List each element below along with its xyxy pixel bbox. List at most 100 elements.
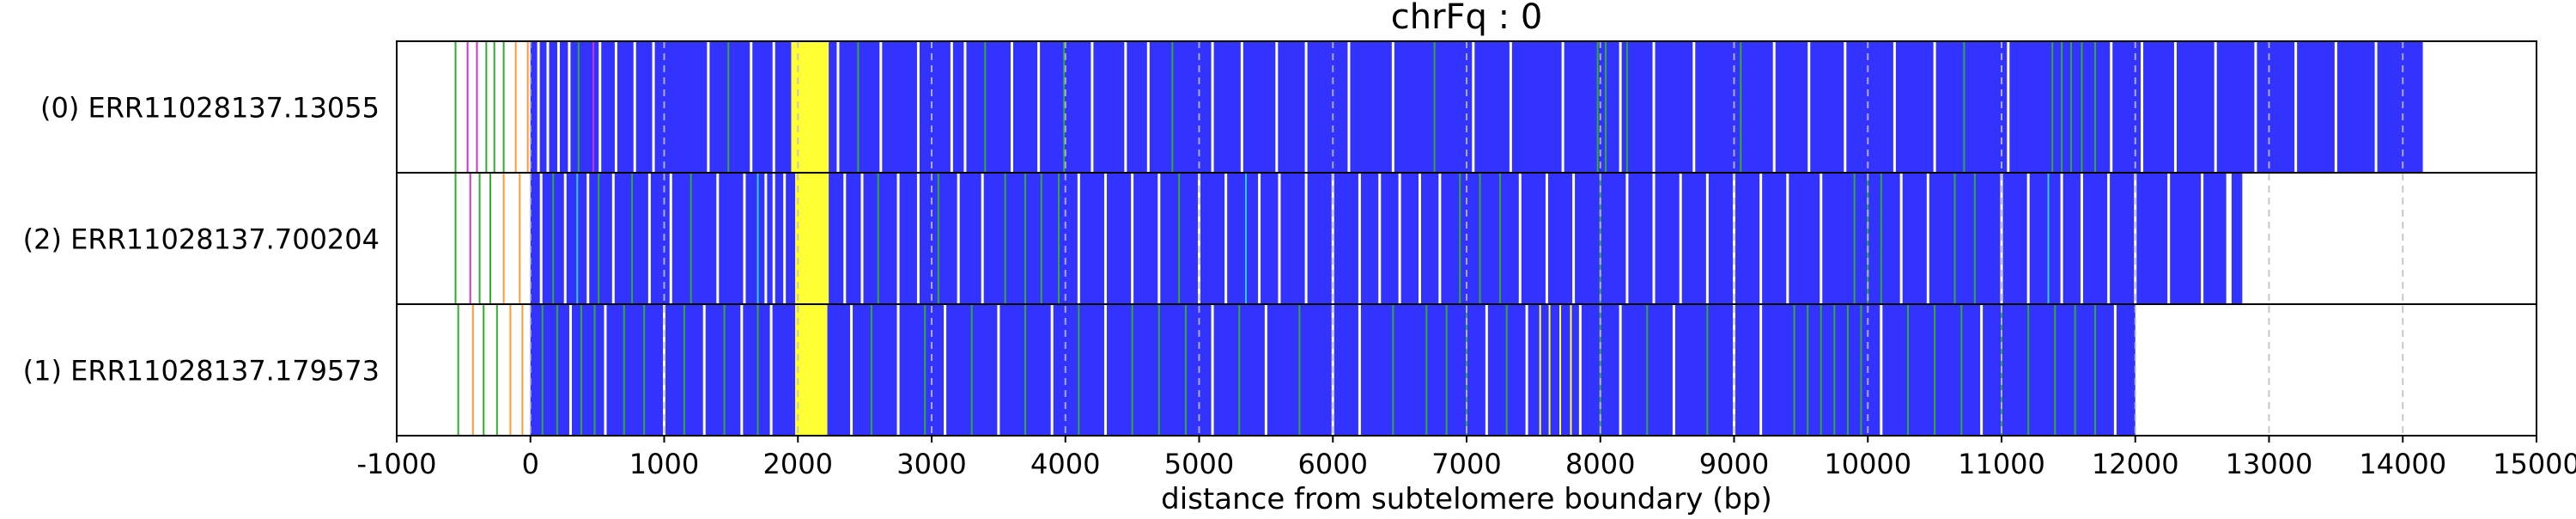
track-2-mark-18 bbox=[740, 305, 744, 435]
track-0-mark-31 bbox=[1063, 42, 1066, 172]
track-0-mark-11 bbox=[568, 42, 571, 172]
track-1-mark-71 bbox=[1926, 174, 1929, 303]
track-0-mark-45 bbox=[1561, 42, 1564, 172]
track-0-mark-32 bbox=[1091, 42, 1094, 172]
track-0: (0) ERR11028137.13055 bbox=[40, 42, 2423, 172]
track-0-mark-15 bbox=[614, 42, 617, 172]
track-0-mark-56 bbox=[1893, 42, 1896, 172]
x-tick-label-13: 12000 bbox=[2092, 448, 2179, 480]
track-1-mark-21 bbox=[772, 174, 775, 303]
track-0-mark-1 bbox=[466, 42, 469, 172]
track-1-mark-13 bbox=[631, 174, 634, 303]
track-2-mark-46 bbox=[1505, 305, 1508, 435]
track-1-mark-72 bbox=[1953, 174, 1956, 303]
track-0-mark-64 bbox=[2094, 42, 2097, 172]
track-1-mark-7 bbox=[552, 174, 555, 303]
track-1-mark-10 bbox=[586, 174, 590, 303]
track-0-mark-60 bbox=[2051, 42, 2054, 172]
track-1-mark-34 bbox=[1057, 174, 1060, 303]
track-1-mark-52 bbox=[1459, 174, 1461, 303]
x-tick-label-10: 9000 bbox=[1699, 448, 1769, 480]
track-2-mark-64 bbox=[1846, 305, 1849, 435]
track-1-mark-76 bbox=[2047, 174, 2050, 303]
track-2-mark-73 bbox=[2054, 305, 2057, 435]
track-0-mark-70 bbox=[2294, 42, 2298, 172]
track-1-mark-9 bbox=[576, 174, 579, 303]
track-2: (1) ERR11028137.179573 bbox=[23, 303, 2537, 435]
track-0-mark-43 bbox=[1472, 42, 1475, 172]
track-2-mark-27 bbox=[997, 305, 1000, 435]
track-1-mark-66 bbox=[1820, 174, 1823, 303]
track-0-mark-66 bbox=[2141, 42, 2144, 172]
track-0-mark-72 bbox=[2374, 42, 2378, 172]
track-2-mark-1 bbox=[471, 305, 474, 435]
track-0-mark-67 bbox=[2173, 42, 2177, 172]
track-1-mark-15 bbox=[669, 174, 672, 303]
track-2-mark-12 bbox=[623, 305, 625, 435]
track-2-mark-70 bbox=[1980, 305, 1984, 435]
track-2-mark-32 bbox=[1131, 305, 1133, 435]
track-0-mark-16 bbox=[633, 42, 636, 172]
track-0-mark-12 bbox=[577, 42, 580, 172]
track-1-mark-56 bbox=[1545, 174, 1548, 303]
track-2-mark-20 bbox=[769, 305, 773, 435]
track-2-mark-25 bbox=[944, 305, 947, 435]
track-1-mark-27 bbox=[916, 174, 920, 303]
track-2-mark-6 bbox=[541, 305, 544, 435]
track-1-mark-22 bbox=[783, 174, 787, 303]
track-2-mark-55 bbox=[1646, 305, 1649, 435]
track-label-0: (0) ERR11028137.13055 bbox=[40, 92, 380, 125]
track-0-mark-57 bbox=[1933, 42, 1936, 172]
track-2-mark-7 bbox=[556, 305, 558, 435]
track-1-mark-69 bbox=[1880, 174, 1882, 303]
track-1-mark-38 bbox=[1157, 174, 1161, 303]
track-2-mark-67 bbox=[1906, 305, 1909, 435]
track-0-mark-7 bbox=[526, 42, 529, 172]
track-2-mark-52 bbox=[1578, 305, 1582, 435]
track-0-mark-36 bbox=[1211, 42, 1214, 172]
track-1-mark-29 bbox=[957, 174, 960, 303]
track-1-mark-18 bbox=[743, 174, 746, 303]
track-0-mark-5 bbox=[502, 42, 505, 172]
track-1-mark-14 bbox=[647, 174, 651, 303]
track-2-mark-72 bbox=[2027, 305, 2030, 435]
track-0-mark-68 bbox=[2214, 42, 2217, 172]
x-tick-label-9: 8000 bbox=[1565, 448, 1635, 480]
track-1-mark-35 bbox=[1077, 174, 1080, 303]
track-0-mark-19 bbox=[727, 42, 730, 172]
track-1-mark-57 bbox=[1572, 174, 1576, 303]
track-0-mark-30 bbox=[1037, 42, 1041, 172]
track-1-mark-32 bbox=[1024, 174, 1027, 303]
track-0-mark-8 bbox=[537, 42, 540, 172]
track-0-mark-40 bbox=[1347, 42, 1351, 172]
track-1-mark-42 bbox=[1245, 174, 1248, 303]
track-2-segment-2 bbox=[827, 305, 2136, 435]
track-2-mark-24 bbox=[924, 305, 927, 435]
track-2-mark-28 bbox=[1024, 305, 1027, 435]
track-2-mark-33 bbox=[1157, 305, 1160, 435]
track-1-segment-1 bbox=[795, 174, 829, 303]
track-1-mark-11 bbox=[598, 174, 600, 303]
track-2-mark-41 bbox=[1392, 305, 1394, 435]
track-0-mark-10 bbox=[556, 42, 560, 172]
track-1-mark-51 bbox=[1438, 174, 1442, 303]
track-2-mark-51 bbox=[1570, 305, 1572, 435]
track-1-mark-44 bbox=[1278, 174, 1281, 303]
track-2-mark-76 bbox=[2113, 305, 2117, 435]
track-2-mark-31 bbox=[1103, 305, 1107, 435]
track-1-mark-65 bbox=[1786, 174, 1789, 303]
track-0-mark-23 bbox=[857, 42, 860, 172]
track-2-mark-49 bbox=[1548, 305, 1551, 435]
x-tick-label-7: 6000 bbox=[1298, 448, 1368, 480]
track-2-mark-56 bbox=[1672, 305, 1675, 435]
track-0-mark-62 bbox=[2069, 42, 2072, 172]
x-tick-label-8: 7000 bbox=[1431, 448, 1501, 480]
track-1-mark-61 bbox=[1679, 174, 1682, 303]
x-tick-label-12: 11000 bbox=[1958, 448, 2045, 480]
track-label-1: (2) ERR11028137.700204 bbox=[23, 223, 380, 256]
track-0-mark-46 bbox=[1596, 42, 1599, 172]
track-2-mark-29 bbox=[1050, 305, 1054, 435]
track-0-mark-49 bbox=[1625, 42, 1628, 172]
track-2-mark-36 bbox=[1238, 305, 1241, 435]
